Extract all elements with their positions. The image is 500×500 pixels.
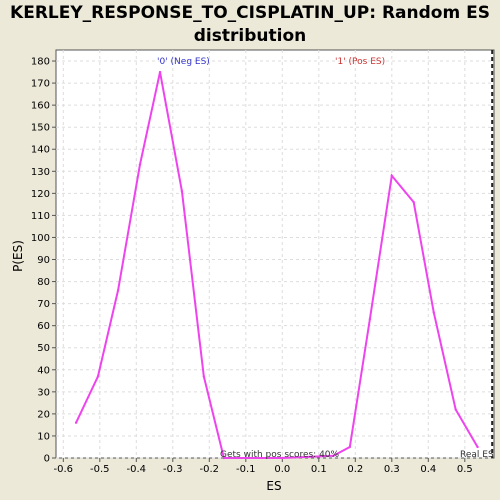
data-point [454,408,457,411]
data-point [390,174,393,177]
y-tick-label: 0 [44,454,50,465]
x-tick-label: 0.1 [311,464,327,475]
chart-title-line1: KERLEY_RESPONSE_TO_CISPLATIN_UP: Random … [10,3,490,23]
y-tick-label: 110 [31,211,50,222]
y-tick-label: 30 [37,387,50,398]
y-tick-label: 10 [37,431,50,442]
y-tick-label: 90 [37,255,50,266]
data-point [158,70,162,74]
plot-area [55,49,495,459]
data-point [368,317,372,321]
x-tick-label: 0.3 [384,464,400,475]
x-tick-label: -0.1 [236,464,256,475]
real-es-annotation: Real ES [460,450,494,460]
data-point [116,289,120,292]
pos-es-annotation: '1' (Pos ES) [335,57,385,67]
x-tick-label: -0.6 [54,464,74,475]
y-tick-label: 180 [31,57,50,68]
y-tick-label: 70 [37,299,50,310]
data-point [432,311,435,314]
chart-title: KERLEY_RESPONSE_TO_CISPLATIN_UP: Random … [0,2,500,48]
data-point [202,375,206,378]
data-point [332,454,335,457]
data-point [138,163,142,166]
y-tick-label: 40 [37,365,50,376]
neg-es-annotation: '0' (Neg ES) [157,57,210,67]
y-tick-label: 60 [37,321,50,332]
x-tick-label: -0.5 [90,464,110,475]
y-tick-label: 100 [31,233,50,244]
series-points [74,70,479,460]
x-tick-label: 0.2 [347,464,363,475]
y-tick-label: 80 [37,277,50,288]
data-point [476,445,479,449]
axis-ticks: -0.6 -0.5 -0.4 -0.3 -0.2 -0.1 0.0 0.1 0.2 0.3 0.4 0… [31,57,473,475]
data-point [348,445,352,449]
data-point [74,421,78,424]
y-tick-label: 50 [37,343,50,354]
chart-title-line2: distribution [193,26,307,46]
grid-lines [56,50,494,459]
x-tick-label: -0.4 [127,464,147,475]
x-tick-label: 0.5 [457,464,473,475]
data-point [180,189,184,193]
x-axis-label: ES [266,479,281,493]
y-tick-label: 150 [31,123,50,134]
y-tick-label: 160 [31,101,50,112]
y-tick-label: 120 [31,189,50,200]
data-point [281,456,284,460]
data-point [96,375,100,378]
y-tick-label: 20 [37,409,50,420]
y-tick-label: 140 [31,145,50,156]
data-point [222,456,226,460]
pos-scores-annotation: Gets with pos scores: 40% [220,450,340,460]
x-tick-label: -0.3 [163,464,183,475]
x-tick-label: 0.0 [274,464,290,475]
data-point [412,200,415,204]
x-tick-label: -0.2 [200,464,220,475]
y-tick-label: 130 [31,167,50,178]
x-tick-label: 0.4 [420,464,436,475]
y-tick-label: 170 [31,79,50,90]
y-axis-label: P(ES) [11,240,25,272]
